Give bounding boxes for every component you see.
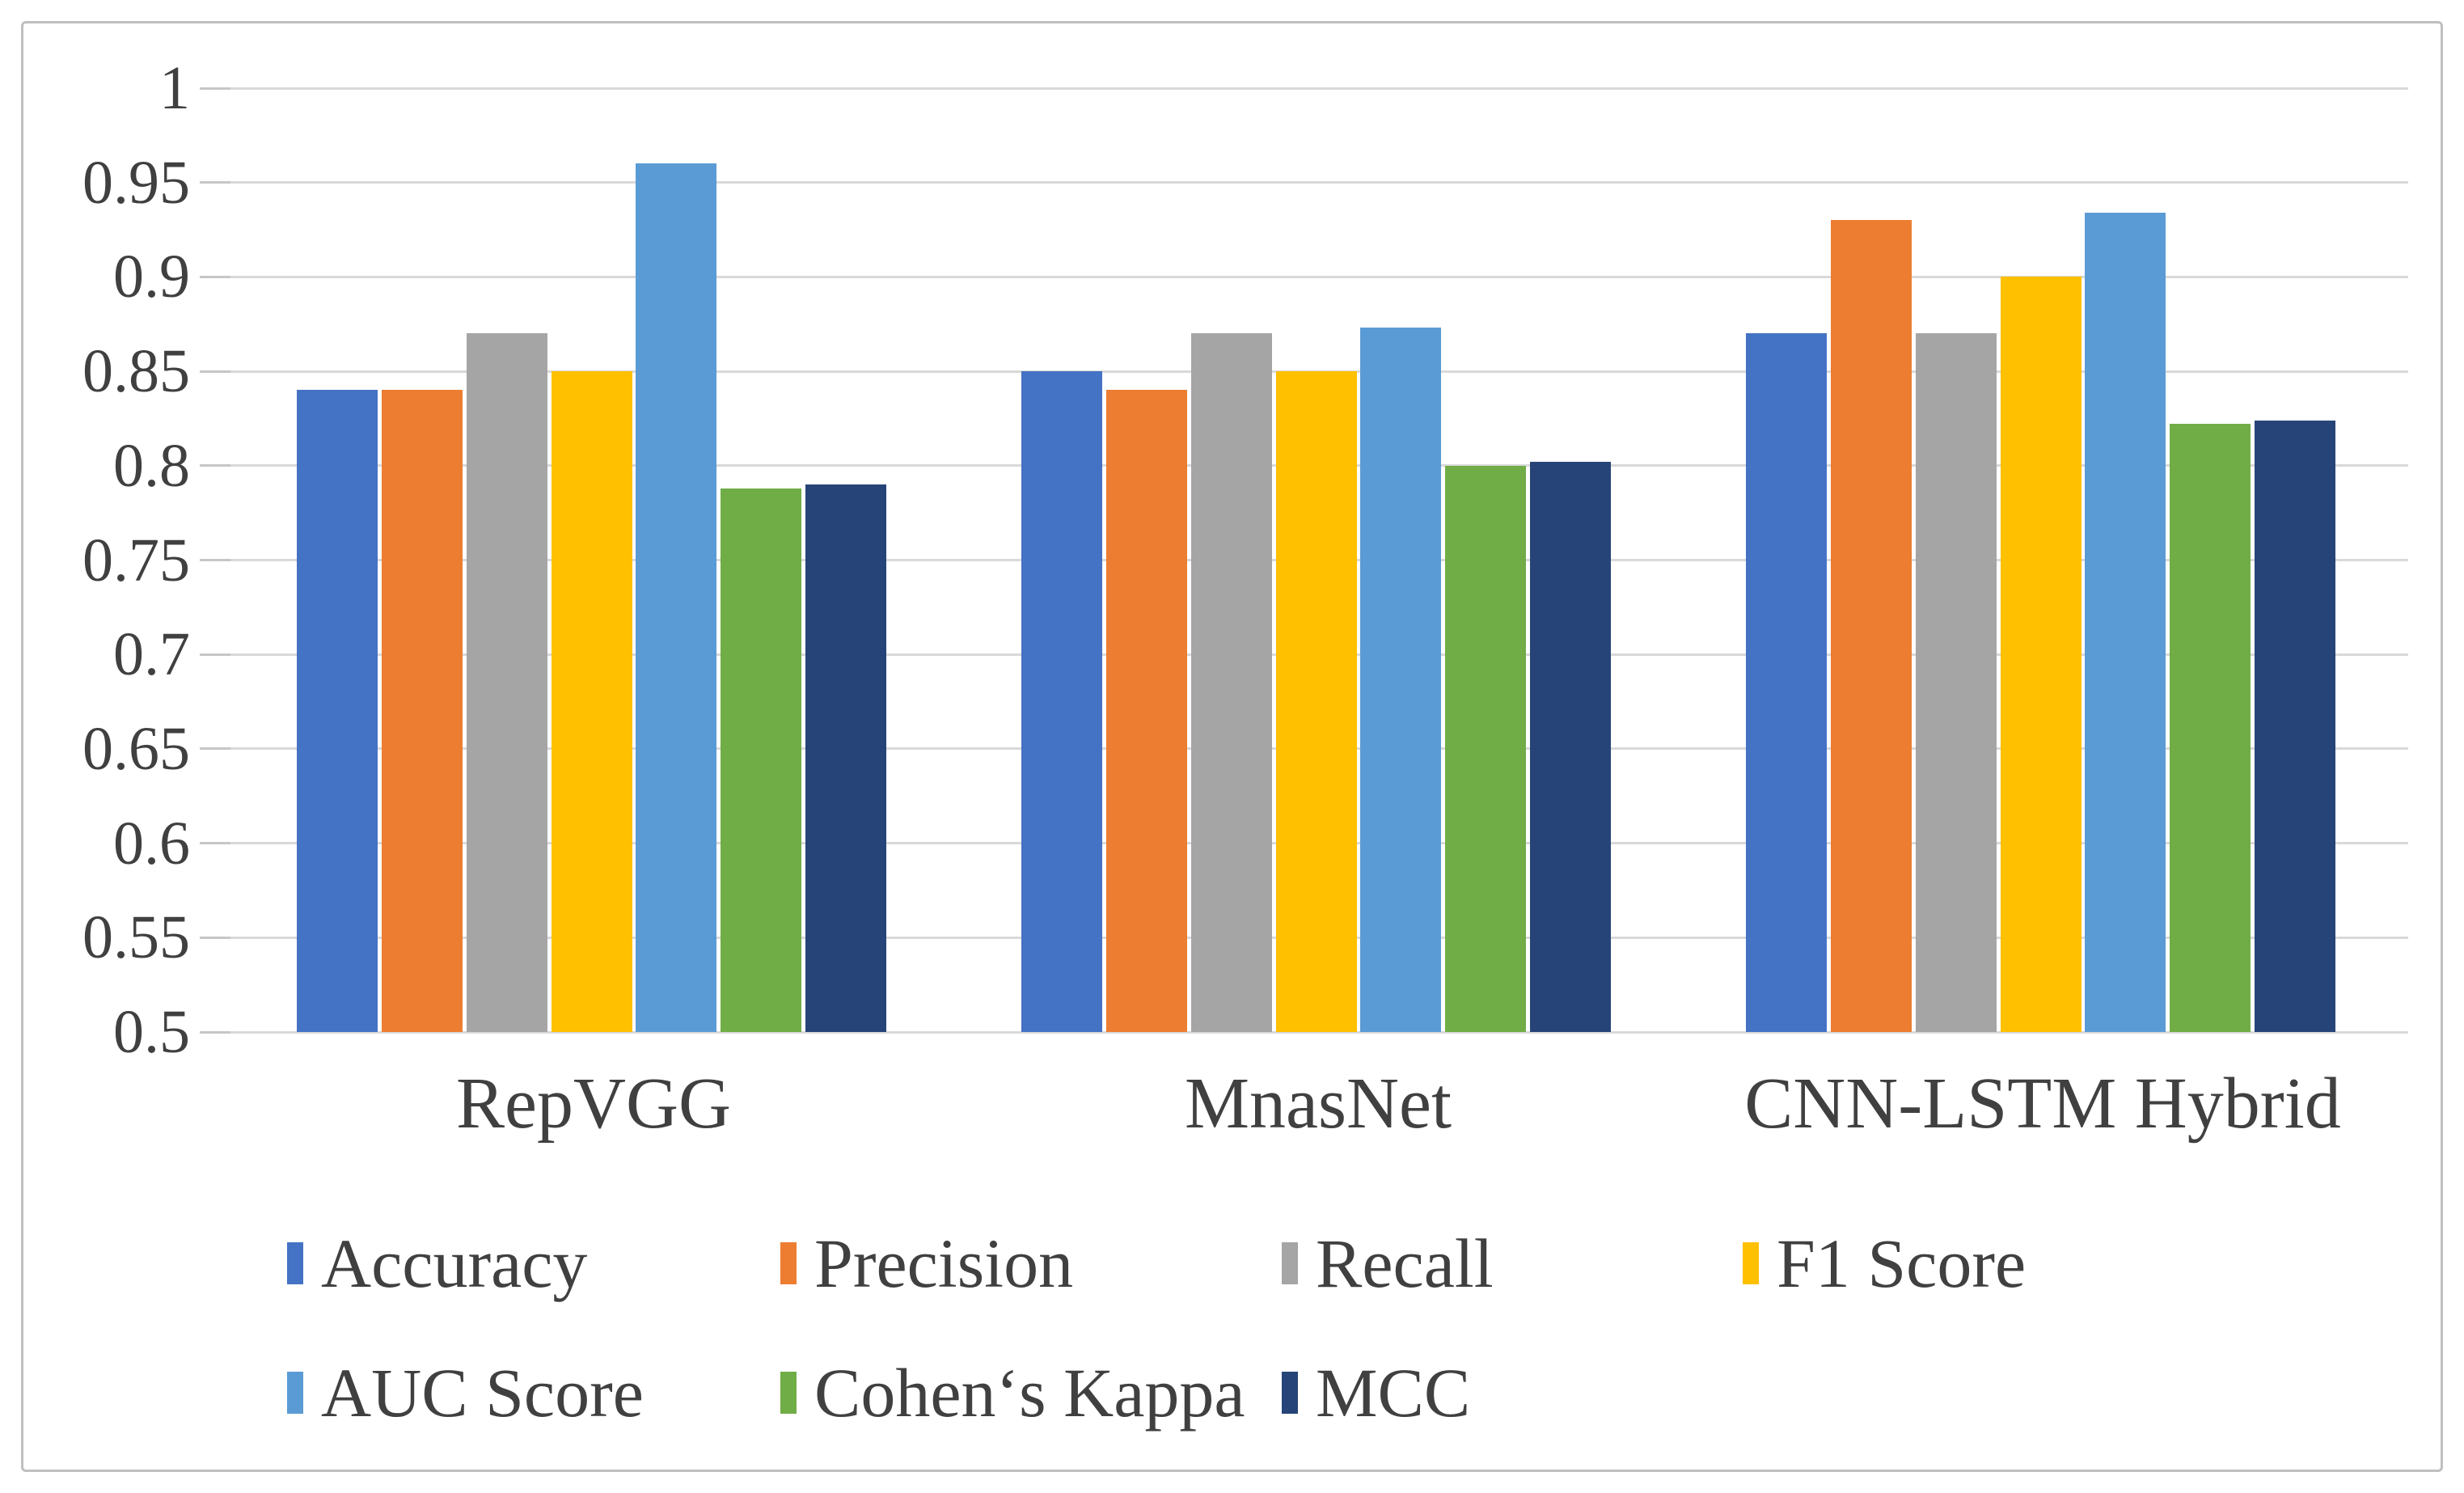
gridline (230, 1030, 2408, 1034)
gridline (230, 181, 2408, 184)
bar (2170, 424, 2251, 1032)
category-label: RepVGG (456, 1064, 731, 1144)
bar (721, 488, 802, 1032)
axis-tick (200, 370, 230, 373)
axis-tick (200, 747, 230, 751)
gridline (230, 275, 2408, 278)
bar (805, 484, 887, 1032)
bar (1445, 465, 1527, 1032)
legend-label: Recall (1316, 1224, 1494, 1302)
bar (1746, 333, 1827, 1032)
legend-swatch (1743, 1242, 1759, 1284)
bar (551, 371, 632, 1032)
gridline (230, 87, 2408, 90)
bar (1530, 462, 1612, 1032)
y-tick-label: 0.85 (82, 337, 190, 406)
legend-label: Cohen‘s Kappa (814, 1354, 1245, 1432)
axis-tick (200, 1030, 230, 1034)
y-tick-label: 0.8 (113, 431, 190, 500)
category-label: MnasNet (1185, 1064, 1452, 1144)
legend-swatch (1282, 1372, 1298, 1414)
legend-label: Precision (814, 1224, 1074, 1302)
axis-tick (200, 936, 230, 939)
bar (636, 163, 717, 1032)
bar (1190, 333, 1272, 1032)
axis-tick (200, 842, 230, 845)
bar (2255, 420, 2336, 1032)
y-tick-label: 0.9 (113, 243, 190, 311)
bar (297, 390, 378, 1032)
bar (1105, 390, 1187, 1032)
axis-tick (200, 275, 230, 278)
bar (466, 333, 547, 1032)
legend-swatch (287, 1242, 303, 1284)
legend-swatch (1282, 1242, 1298, 1284)
y-tick-label: 0.7 (113, 620, 190, 689)
axis-tick (200, 464, 230, 467)
bar (2000, 277, 2082, 1032)
bar (1360, 328, 1442, 1032)
legend-label: Accuracy (321, 1224, 588, 1302)
y-tick-label: 1 (159, 54, 190, 122)
bar (2085, 213, 2166, 1032)
y-tick-label: 0.55 (82, 903, 190, 972)
bar (1275, 371, 1357, 1032)
axis-tick (200, 653, 230, 656)
legend-label: MCC (1316, 1354, 1471, 1432)
axis-tick (200, 181, 230, 184)
bar (1830, 220, 1912, 1032)
category-label: CNN-LSTM Hybrid (1744, 1064, 2341, 1144)
bar (1021, 371, 1102, 1032)
legend-swatch (780, 1242, 797, 1284)
legend-swatch (287, 1372, 303, 1414)
axis-tick (200, 87, 230, 90)
y-tick-label: 0.95 (82, 148, 190, 217)
y-tick-label: 0.75 (82, 526, 190, 594)
legend-label: AUC Score (321, 1354, 644, 1432)
y-tick-label: 0.6 (113, 809, 190, 878)
y-tick-label: 0.5 (113, 998, 190, 1066)
legend-label: F1 Score (1777, 1224, 2027, 1302)
axis-tick (200, 559, 230, 561)
legend-swatch (780, 1372, 797, 1414)
bar (1915, 333, 1997, 1032)
bar (381, 390, 463, 1032)
y-tick-label: 0.65 (82, 714, 190, 783)
